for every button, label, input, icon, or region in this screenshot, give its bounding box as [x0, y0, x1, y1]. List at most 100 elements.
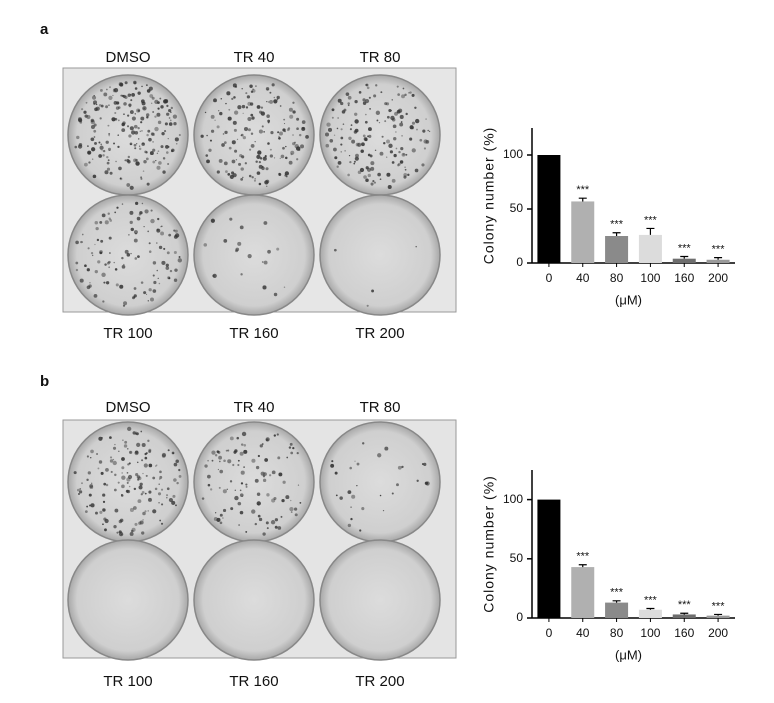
colony — [120, 94, 123, 97]
colony — [386, 156, 388, 158]
colony — [156, 152, 159, 155]
colony — [245, 106, 249, 109]
colony — [105, 467, 109, 472]
colony — [256, 171, 261, 175]
colony — [388, 108, 392, 113]
plate-label: TR 80 — [360, 49, 401, 66]
colony — [147, 439, 150, 443]
colony — [269, 148, 272, 151]
colony — [252, 88, 254, 91]
colony — [407, 173, 410, 177]
colony — [135, 201, 139, 206]
colony — [167, 449, 170, 452]
colony — [99, 250, 103, 254]
plate-label: TR 40 — [234, 49, 275, 66]
colony — [117, 106, 121, 109]
colony — [144, 452, 147, 456]
colony — [362, 442, 365, 445]
colony — [130, 143, 132, 146]
colony — [86, 455, 89, 458]
colony — [397, 164, 400, 167]
colony — [152, 509, 157, 514]
colony — [149, 151, 154, 156]
colony — [121, 203, 124, 205]
colony — [200, 134, 204, 138]
colony — [116, 101, 120, 105]
x-tick-label: 0 — [546, 271, 553, 285]
colony — [99, 145, 104, 150]
colony — [340, 143, 343, 146]
colony — [286, 175, 288, 178]
colony — [278, 472, 283, 477]
colony — [245, 530, 248, 533]
colony — [283, 286, 286, 288]
colony — [141, 490, 145, 494]
colony — [159, 519, 162, 522]
colony — [381, 135, 384, 138]
colony — [324, 132, 330, 137]
colony — [416, 128, 418, 131]
colony — [296, 117, 300, 121]
colony — [269, 99, 274, 104]
colony — [133, 296, 136, 299]
colony — [387, 184, 392, 190]
colony — [140, 281, 144, 284]
colony — [146, 133, 149, 137]
colony — [147, 129, 151, 133]
colony — [173, 462, 178, 467]
colony — [101, 272, 106, 277]
colony — [294, 141, 296, 144]
colony — [292, 142, 296, 146]
colony — [384, 446, 389, 451]
well — [319, 539, 441, 661]
y-tick-label: 100 — [503, 492, 523, 506]
colony — [123, 301, 128, 306]
colony — [124, 440, 128, 444]
colony — [269, 154, 274, 158]
colony — [151, 96, 155, 100]
colony — [89, 282, 91, 284]
well — [67, 539, 189, 661]
colony — [216, 170, 220, 174]
colony — [97, 260, 101, 264]
significance: *** — [712, 244, 726, 256]
colony — [223, 161, 228, 166]
colony — [127, 155, 131, 159]
colony — [152, 148, 156, 152]
colony — [409, 137, 413, 141]
colony — [325, 143, 330, 148]
colony — [107, 124, 110, 127]
colony — [241, 155, 245, 159]
colony — [235, 85, 238, 88]
colony — [136, 475, 141, 479]
colony — [129, 93, 132, 96]
colony — [261, 261, 264, 263]
colony — [257, 150, 262, 155]
colony — [337, 98, 342, 103]
colony — [93, 136, 96, 138]
colony — [353, 162, 356, 165]
plate-label: TR 100 — [103, 673, 152, 690]
colony — [156, 269, 159, 272]
well — [193, 194, 315, 316]
colony — [351, 494, 356, 499]
colony — [141, 129, 143, 132]
colony — [350, 124, 353, 127]
colony — [374, 149, 377, 152]
colony — [239, 510, 244, 515]
colony — [254, 522, 257, 526]
colony — [218, 110, 220, 112]
colony — [136, 143, 138, 145]
colony — [119, 518, 124, 523]
colony — [91, 482, 93, 484]
plate-label: TR 200 — [355, 325, 404, 342]
colony — [140, 99, 145, 104]
colony — [263, 472, 267, 476]
colony — [279, 157, 282, 160]
colony — [356, 485, 358, 487]
colony — [411, 148, 416, 153]
colony — [121, 457, 125, 461]
colony — [233, 96, 236, 99]
colony — [178, 475, 182, 478]
